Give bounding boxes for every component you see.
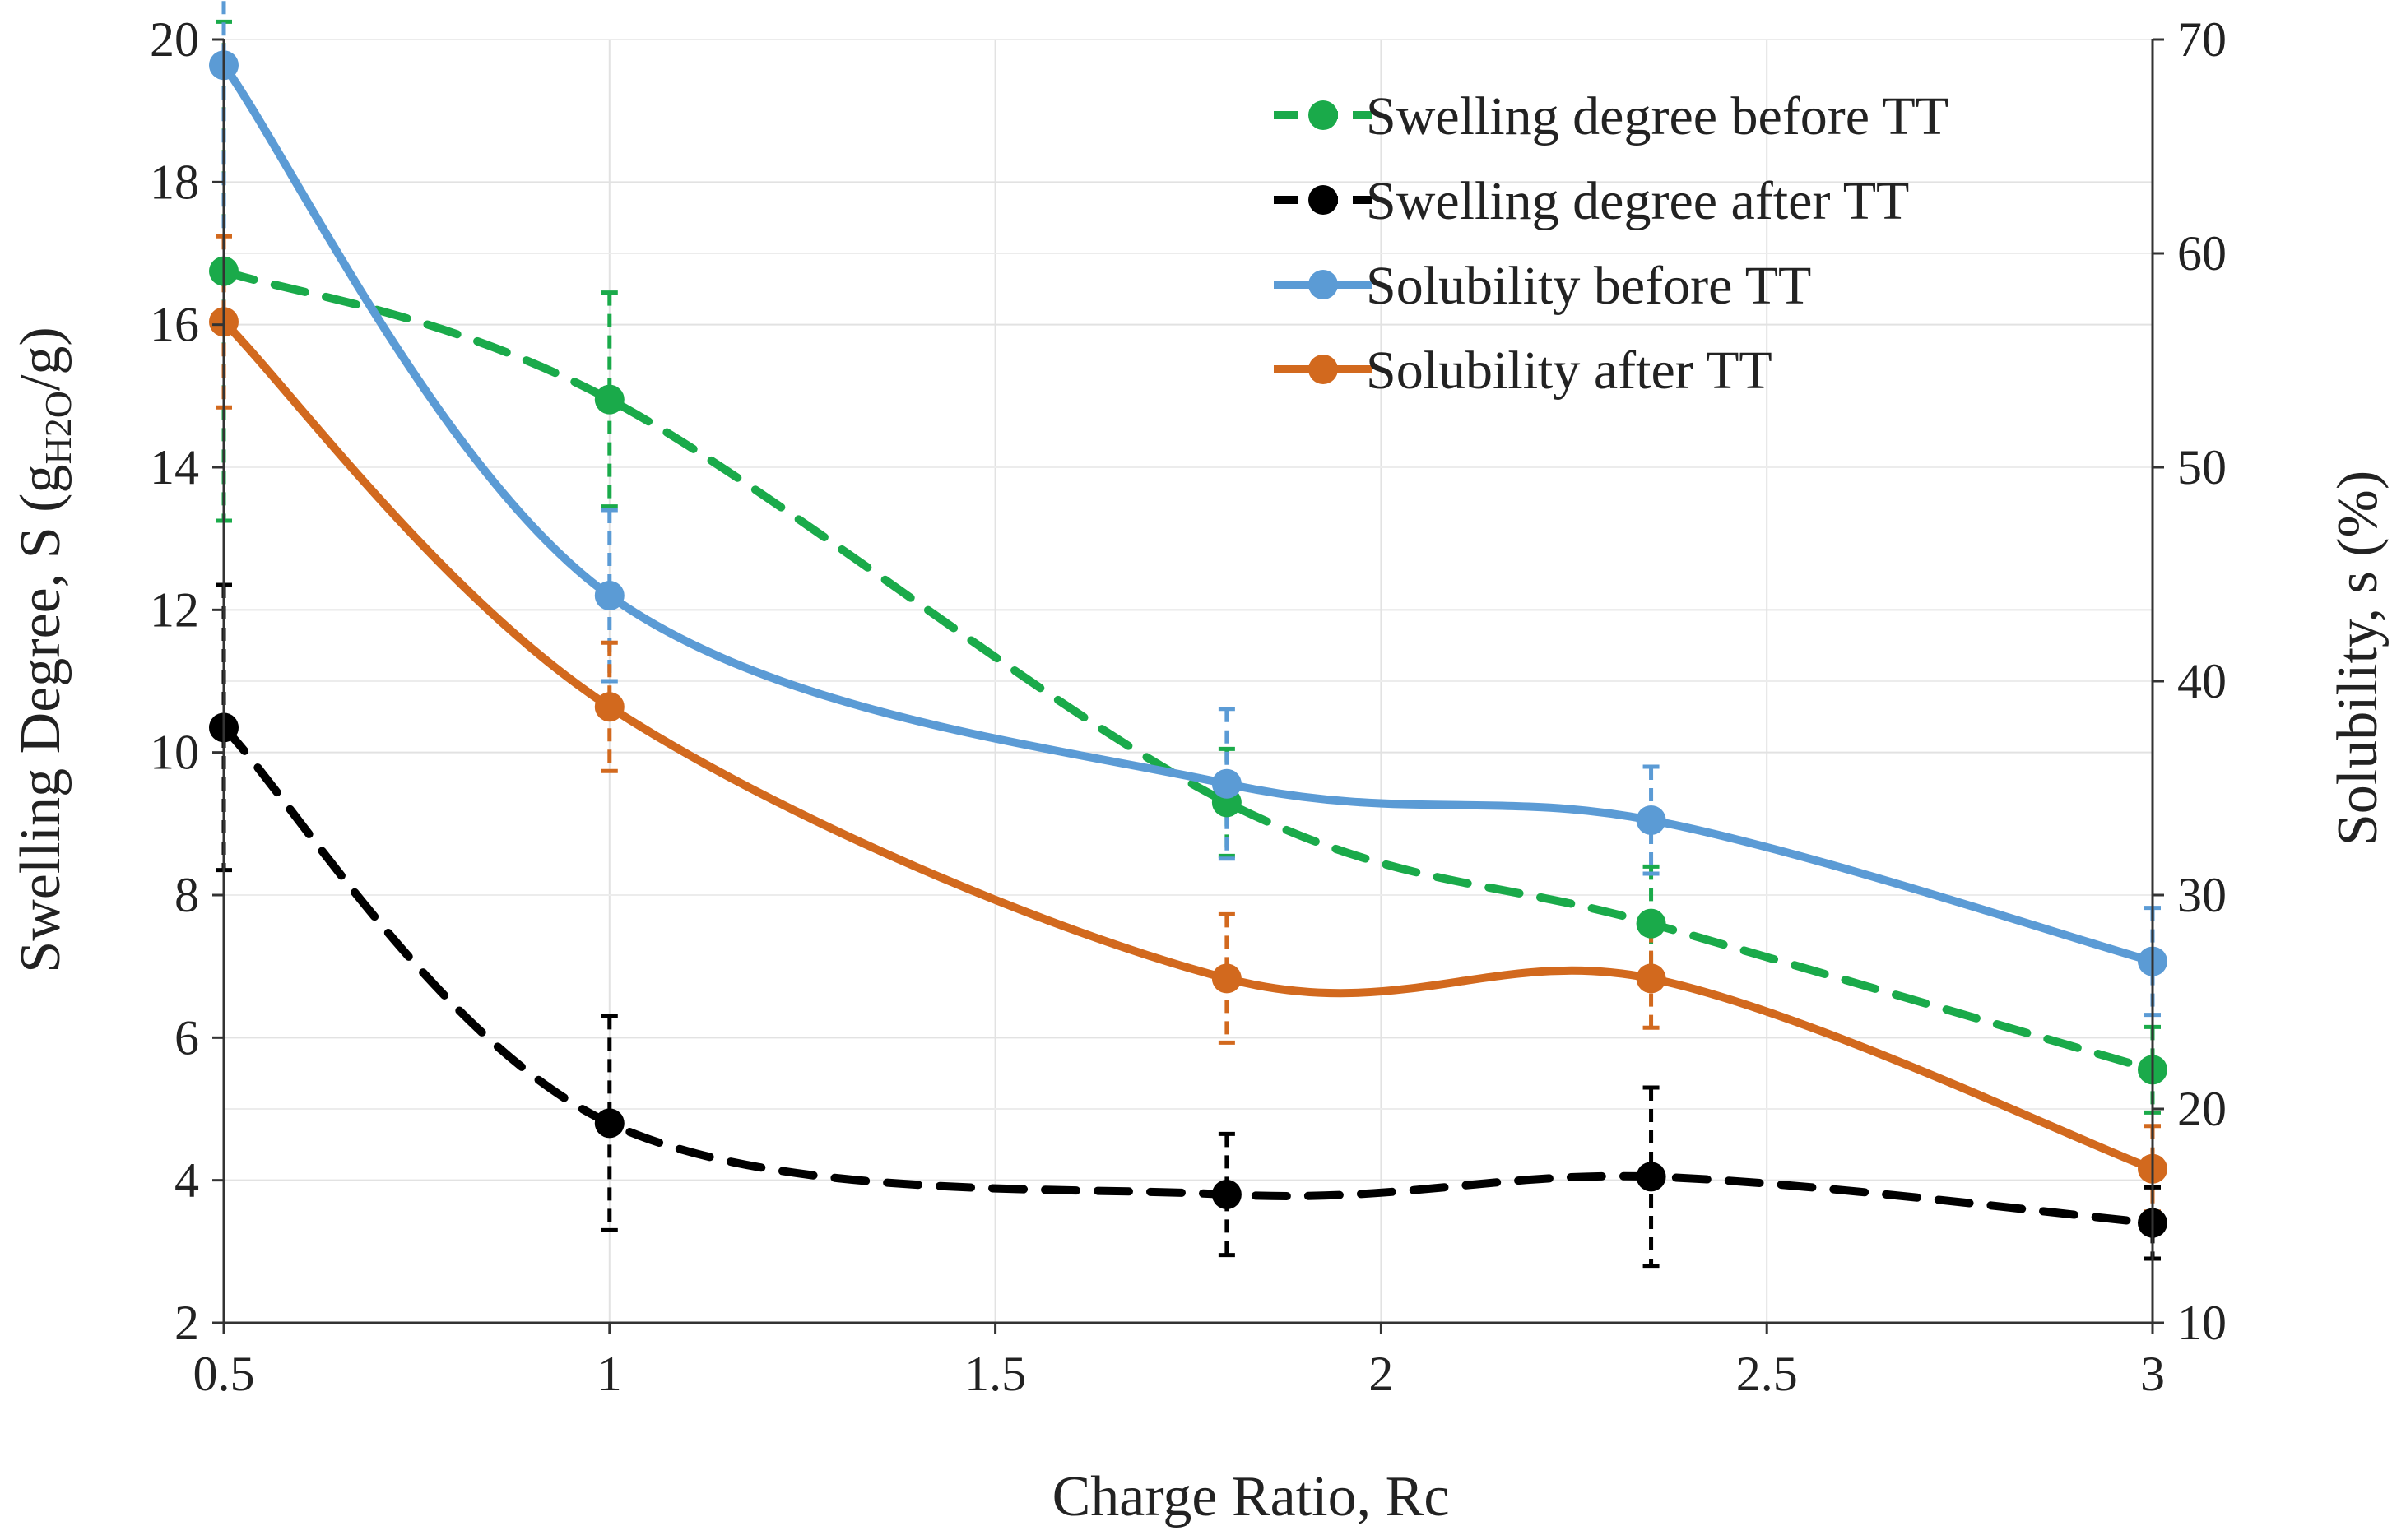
y-left-tick-label: 20 xyxy=(150,12,199,67)
solubility-before-tt-point xyxy=(594,581,625,610)
y-left-tick-label: 16 xyxy=(150,298,199,352)
legend-marker-solubility-after-tt xyxy=(1308,355,1338,384)
solubility-after-tt-point xyxy=(1636,963,1666,994)
x-tick-label: 2 xyxy=(1368,1347,1393,1401)
x-tick-label: 3 xyxy=(2140,1347,2165,1401)
y-axis-left-title: Swelling Degree, S (gH2O/g) xyxy=(9,327,79,972)
x-tick-label: 1 xyxy=(597,1347,622,1401)
y-right-tick-label: 30 xyxy=(2177,868,2227,922)
legend-marker-swelling-degree-after-tt xyxy=(1308,185,1338,215)
legend-marker-solubility-before-tt xyxy=(1308,270,1338,299)
x-axis-title: Charge Ratio, Rc xyxy=(1052,1465,1450,1528)
legend-label-solubility-after-tt: Solubility after TT xyxy=(1366,341,1772,401)
solubility-before-tt-point xyxy=(1636,805,1666,835)
legend-label-swelling-degree-after-tt: Swelling degree after TT xyxy=(1366,171,1909,231)
y-left-tick-label: 2 xyxy=(174,1296,199,1350)
y-right-tick-label: 60 xyxy=(2177,226,2227,281)
y-axis-left-title-sub: H2O xyxy=(37,391,79,464)
solubility-before-tt-point xyxy=(1211,768,1242,799)
x-tick-label: 1.5 xyxy=(964,1347,1026,1401)
x-tick-label: 2.5 xyxy=(1736,1347,1798,1401)
solubility-before-tt-line xyxy=(220,61,2157,966)
y-left-tick-label: 10 xyxy=(150,726,199,780)
legend-label-solubility-before-tt: Solubility before TT xyxy=(1366,256,1811,316)
axes xyxy=(212,38,2164,1334)
swelling-degree-after-tt-point xyxy=(594,1108,625,1139)
y-axis-right-title: Solubility, s (%) xyxy=(2326,471,2390,846)
grid xyxy=(223,39,2153,1324)
solubility-after-tt-point xyxy=(594,692,625,722)
y-left-tick-label: 4 xyxy=(174,1153,199,1208)
y-right-tick-label: 50 xyxy=(2177,440,2227,494)
swelling-degree-before-tt-line xyxy=(220,267,2157,1074)
swelling-degree-after-tt-point xyxy=(1636,1162,1666,1192)
swelling-degree-before-tt-point xyxy=(594,384,625,415)
solubility-after-tt-line xyxy=(220,318,2157,1173)
y-left-tick-label: 14 xyxy=(150,440,199,494)
swelling-degree-after-tt-point xyxy=(1211,1180,1242,1209)
legend-marker-swelling-degree-before-tt xyxy=(1308,100,1338,130)
y-right-tick-label: 10 xyxy=(2177,1296,2227,1350)
series-lines xyxy=(220,61,2157,1227)
y-axis-left-title-tail: /g) xyxy=(9,327,72,391)
y-left-tick-label: 8 xyxy=(174,868,199,922)
swelling-degree-after-tt-line xyxy=(220,723,2157,1227)
x-tick-label: 0.5 xyxy=(193,1347,255,1401)
y-right-tick-label: 70 xyxy=(2177,12,2227,67)
legend: Swelling degree before TT Swelling degree… xyxy=(1274,86,1948,401)
y-axis-left-title-main: Swelling Degree, S (g xyxy=(9,465,72,973)
y-left-tick-label: 6 xyxy=(174,1010,199,1065)
tick-labels: 0.5 1 1.5 2 2.5 3 2 4 6 8 10 12 14 16 18 20 10 20 30 40 50 60… xyxy=(150,12,2227,1401)
solubility-after-tt-point xyxy=(1211,963,1242,994)
swelling-degree-before-tt-point xyxy=(1636,908,1666,939)
legend-label-swelling-degree-before-tt: Swelling degree before TT xyxy=(1366,86,1948,146)
y-right-tick-label: 20 xyxy=(2177,1082,2227,1136)
y-left-tick-label: 18 xyxy=(150,155,199,209)
y-right-tick-label: 40 xyxy=(2177,654,2227,708)
y-left-tick-label: 12 xyxy=(150,582,199,637)
